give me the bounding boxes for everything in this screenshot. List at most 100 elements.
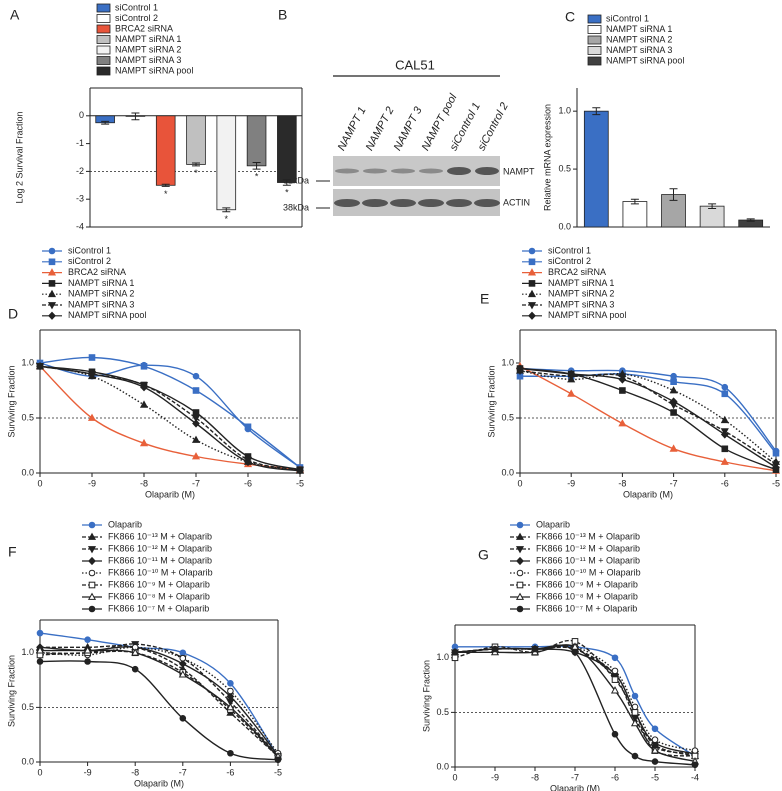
point	[191, 415, 201, 423]
significance: *	[285, 188, 289, 198]
point	[191, 452, 201, 460]
x-tick-label: -6	[226, 767, 234, 777]
chart-panel: G Surviving Fraction 0.0 0.5 1.0 Olaparib (M)…	[421, 519, 700, 791]
legend-marker	[528, 258, 536, 266]
error-bar	[101, 120, 110, 125]
point	[772, 463, 780, 472]
error-bar	[222, 207, 231, 213]
blot-band	[362, 199, 388, 207]
x-axis-label: Olaparib (M)	[550, 783, 600, 791]
point	[227, 680, 234, 687]
legend-marker	[516, 581, 524, 589]
x-tick-label: -9	[567, 478, 575, 488]
blot-band	[390, 199, 416, 207]
point	[650, 746, 660, 754]
legend-marker	[516, 605, 524, 613]
significance: *	[255, 172, 259, 182]
x-tick-label: -5	[772, 478, 780, 488]
legend-label: siControl 1	[68, 245, 111, 255]
x-tick-label: -5	[296, 478, 304, 488]
curve	[454, 644, 696, 752]
legend-label: FK866 10⁻¹⁰ M + Olaparib	[108, 567, 213, 577]
point	[669, 386, 678, 394]
blot-strip	[333, 156, 500, 186]
blot-band	[418, 199, 444, 207]
chart-panel: F Surviving Fraction 0.0 0.5 1.0 Olaparib (M)…	[6, 519, 283, 788]
blot-band	[475, 167, 499, 175]
x-tick-label: -5	[274, 767, 282, 777]
chart-panel: E Surviving Fraction 0.0 0.5 1.0 Olaparib (M)…	[480, 245, 781, 499]
point	[618, 375, 627, 384]
point	[721, 383, 729, 391]
error-bar	[192, 162, 200, 167]
point	[139, 400, 149, 408]
panel-label: G	[478, 547, 489, 563]
legend-marker	[515, 592, 525, 600]
x-tick-label: -8	[131, 767, 139, 777]
chart-panel: C Relative mRNA expression 0.0 0.5 1.0 siCont…	[542, 9, 770, 231]
curve	[519, 370, 777, 463]
point	[36, 362, 44, 371]
legend-label: NAMPT siRNA 3	[68, 299, 134, 309]
legend-label: BRCA2 siRNA	[68, 267, 126, 277]
point	[451, 649, 459, 656]
y-tick-label: 0.5	[558, 163, 571, 173]
legend-label: NAMPT siRNA pool	[606, 55, 684, 65]
legend-swatch	[96, 24, 111, 34]
blot-panel: B CAL51 NAMPT ACTIN 52kDa 38kDa	[278, 7, 535, 216]
legend-marker	[528, 247, 536, 255]
legend-marker	[516, 521, 524, 529]
bar	[699, 205, 725, 228]
x-tick-label: 0	[517, 478, 522, 488]
point	[670, 378, 677, 385]
legend-label: NAMPT siRNA 3	[115, 55, 181, 65]
legend-label: NAMPT siRNA 1	[115, 34, 181, 44]
blot-band	[446, 199, 472, 207]
legend-label: siControl 1	[548, 245, 591, 255]
point	[651, 736, 659, 743]
point	[451, 654, 459, 662]
legend-marker	[87, 546, 97, 554]
legend-label: NAMPT siRNA 3	[606, 45, 672, 55]
y-tick-label: 1.0	[558, 106, 571, 116]
x-tick-label: -6	[244, 478, 252, 488]
error-bar	[630, 198, 639, 205]
point	[140, 383, 148, 392]
curve	[39, 362, 301, 469]
y-axis-label: Log 2 Survival Fraction	[14, 111, 24, 203]
curve	[39, 365, 301, 472]
point	[720, 430, 729, 439]
x-tick-label: -8	[618, 478, 626, 488]
y-tick-label: -3	[76, 194, 84, 204]
point	[691, 747, 699, 754]
bar	[583, 110, 609, 228]
x-tick-label: -6	[721, 478, 729, 488]
legend-marker	[87, 532, 97, 540]
legend-label: BRCA2 siRNA	[548, 267, 606, 277]
point	[88, 369, 96, 379]
y-tick-label: 1.0	[21, 647, 34, 657]
point	[179, 649, 187, 657]
x-tick-label: -7	[571, 772, 579, 782]
legend-marker	[527, 302, 537, 310]
chart-panel: A Log 2 Survival Fraction -4 -3 -2 -1 0 siContr…	[10, 2, 303, 231]
point	[244, 423, 252, 431]
curve	[454, 646, 696, 757]
y-tick-label: 0.0	[21, 756, 34, 766]
y-tick-label: 0	[79, 110, 84, 120]
y-axis-label: Relative mRNA expression	[542, 104, 552, 211]
point	[179, 654, 187, 662]
point	[36, 629, 44, 637]
point	[84, 636, 91, 643]
x-tick-label: 0	[37, 478, 42, 488]
blot-band	[391, 168, 415, 174]
y-tick-label: 0.5	[21, 412, 34, 422]
x-tick-label: -4	[691, 772, 699, 782]
significance: *	[225, 214, 229, 224]
chart-panel: D Surviving Fraction 0.0 0.5 1.0 Olaparib (M)…	[6, 245, 305, 499]
y-tick-label: 1.0	[436, 652, 449, 662]
curve	[519, 365, 777, 472]
y-tick-label: 0.5	[501, 412, 514, 422]
point	[178, 670, 187, 678]
bar	[277, 115, 297, 183]
